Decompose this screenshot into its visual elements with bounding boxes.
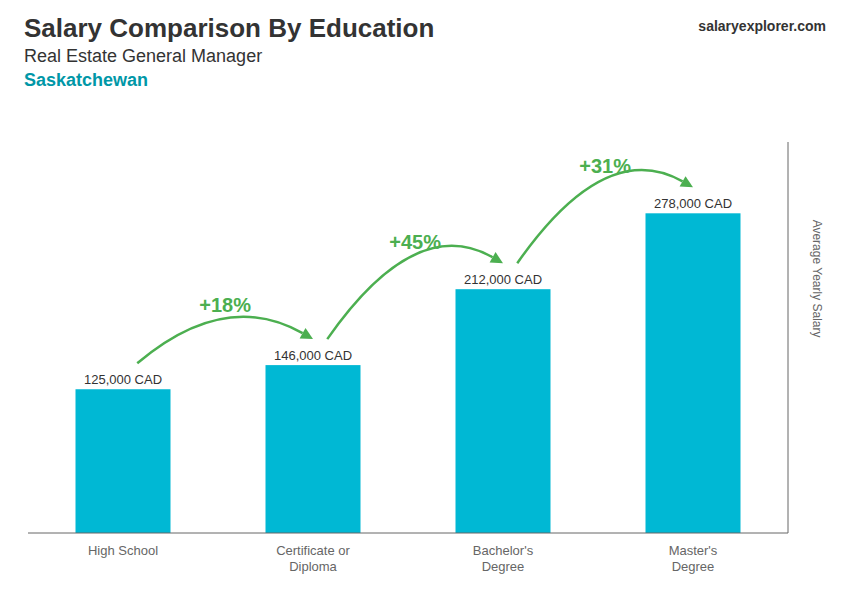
svg-text:High School: High School (88, 543, 158, 558)
svg-text:212,000 CAD: 212,000 CAD (464, 272, 542, 287)
html-text:Saskatchewan: Saskatchewan (24, 70, 149, 90)
svg-text:+31%: +31% (579, 155, 631, 177)
html-text:salaryexplorer.com: salaryexplorer.com (698, 18, 826, 34)
svg-text:125,000 CAD: 125,000 CAD (84, 372, 162, 387)
svg-text:Certificate orDiploma: Certificate orDiploma (276, 543, 350, 574)
svg-text:Average Yearly Salary: Average Yearly Salary (810, 220, 824, 338)
svg-text:Bachelor'sDegree: Bachelor'sDegree (473, 543, 534, 574)
svg-text:146,000 CAD: 146,000 CAD (274, 348, 352, 363)
svg-text:+45%: +45% (389, 231, 441, 253)
html-text:Real Estate General Manager: Real Estate General Manager (24, 46, 263, 66)
html-text:Salary Comparison By Education: Salary Comparison By Education (24, 13, 435, 43)
svg-text:+18%: +18% (199, 294, 251, 316)
svg-text:278,000 CAD: 278,000 CAD (654, 196, 732, 211)
svg-text:Master'sDegree: Master'sDegree (669, 543, 718, 574)
